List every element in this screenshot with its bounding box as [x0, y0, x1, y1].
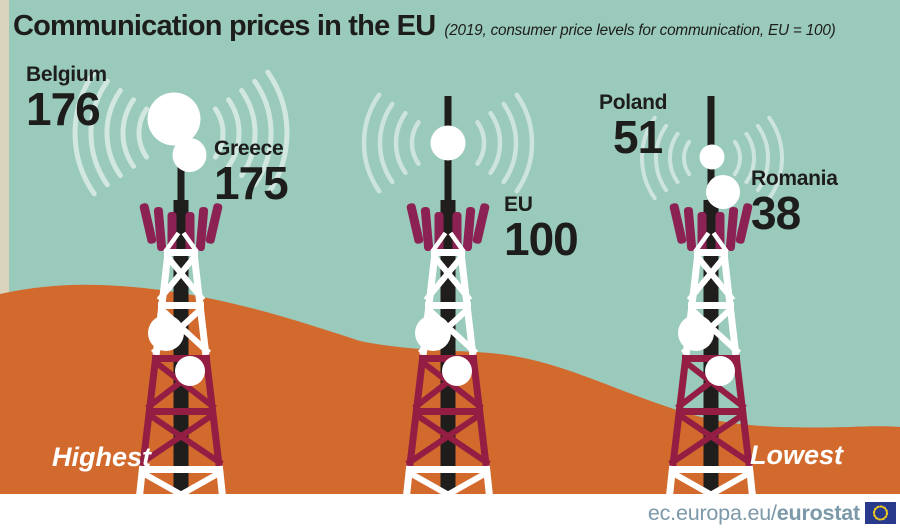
- caption-highest: Highest: [52, 442, 152, 472]
- footer-url[interactable]: ec.europa.eu/: [647, 500, 777, 525]
- country-name: Greece: [214, 137, 284, 160]
- header: Communication prices in the EU (2019, co…: [13, 10, 836, 43]
- country-name: EU: [504, 193, 533, 216]
- label-belgium: Belgium 176: [26, 64, 107, 132]
- page-title: Communication prices in the EU: [13, 10, 436, 42]
- footer-url-brand[interactable]: eurostat: [776, 500, 860, 525]
- page-subtitle: (2019, consumer price levels for communi…: [444, 22, 836, 39]
- label-greece: Greece 175: [214, 137, 289, 209]
- beacon-greece: [172, 138, 207, 172]
- tower-lowest: [666, 96, 756, 520]
- radio-waves-center: [361, 92, 535, 194]
- radio-waves-left: [72, 69, 290, 197]
- tower-eu: [403, 96, 493, 520]
- beacon-eu: [430, 125, 466, 161]
- country-name: Poland: [599, 91, 668, 114]
- beacon-poland: [699, 144, 725, 170]
- beacon-belgium: [147, 92, 201, 146]
- beacon-romania: [706, 175, 740, 209]
- country-value: 175: [214, 157, 289, 209]
- footer-bar: ec.europa.eu/eurostat: [0, 494, 900, 532]
- label-eu: EU 100: [504, 193, 579, 265]
- country-value: 38: [751, 187, 801, 239]
- country-value: 51: [613, 111, 663, 163]
- label-poland: Poland 51: [599, 91, 668, 163]
- left-margin-strip: [0, 0, 9, 296]
- country-value: 100: [504, 213, 579, 265]
- country-value: 176: [26, 83, 101, 135]
- country-name: Romania: [751, 167, 838, 190]
- radio-waves-right: [640, 115, 784, 201]
- label-romania: Romania 38: [751, 168, 838, 236]
- country-name: Belgium: [26, 63, 107, 86]
- tower-highest: [136, 92, 226, 521]
- caption-lowest: Lowest: [750, 440, 844, 470]
- eu-flag-icon: [865, 502, 896, 524]
